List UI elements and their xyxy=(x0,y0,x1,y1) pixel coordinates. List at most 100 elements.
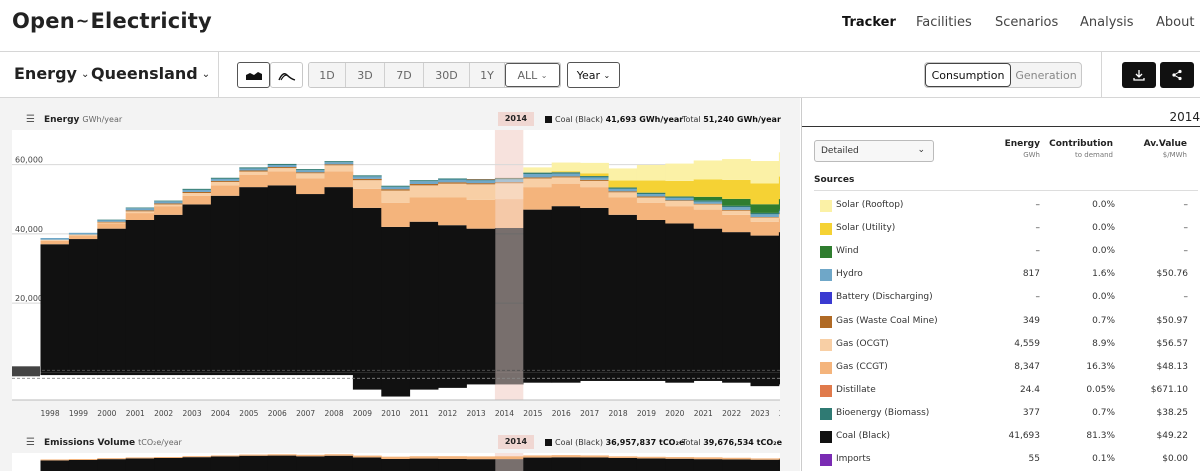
menu-icon[interactable]: ☰ xyxy=(26,114,35,125)
source-contribution: 1.6% xyxy=(1092,269,1115,280)
bar-segment xyxy=(778,176,780,200)
table-row[interactable]: Solar (Utility) – 0.0% – xyxy=(814,218,1190,241)
line-chart-toggle[interactable] xyxy=(270,62,303,88)
exports-bar xyxy=(125,372,155,376)
x-tick-label: 2019 xyxy=(637,409,656,418)
energy-chart[interactable]: 60,000 40,000 20,000 1998 1999 2000 2001 2002 20… xyxy=(12,130,780,426)
bar-segment xyxy=(381,190,411,203)
bar-segment xyxy=(438,456,467,459)
table-row[interactable]: Gas (CCGT) 8,347 16.3% $48.13 xyxy=(814,357,1190,380)
table-row[interactable]: Solar (Rooftop) – 0.0% – xyxy=(814,195,1190,218)
bar-segment xyxy=(778,458,780,460)
share-button[interactable] xyxy=(1160,62,1194,88)
range-3d[interactable]: 3D xyxy=(346,63,385,87)
region-selector[interactable]: Queensland ⌄ xyxy=(91,64,210,83)
mode-consumption[interactable]: Consumption xyxy=(925,63,1011,87)
bar-segment xyxy=(296,172,325,174)
bar-segment xyxy=(551,183,581,207)
bar-segment xyxy=(125,220,155,373)
source-color-swatch xyxy=(820,315,832,328)
source-energy: 8,347 xyxy=(1014,361,1040,372)
bar-segment xyxy=(722,205,751,208)
exports-bar xyxy=(466,372,496,385)
nav-link-facilities[interactable]: Facilities xyxy=(916,15,972,30)
bar-segment xyxy=(523,178,553,188)
table-row[interactable]: Coal (Black) 41,693 81.3% $49.22 xyxy=(814,426,1190,449)
x-tick-label: 2010 xyxy=(381,409,400,418)
range-30d[interactable]: 30D xyxy=(424,63,470,87)
table-row[interactable]: Imports 55 0.1% $0.00 xyxy=(814,449,1190,472)
range-7d[interactable]: 7D xyxy=(385,63,424,87)
table-row[interactable]: Gas (OCGT) 4,559 8.9% $56.57 xyxy=(814,334,1190,357)
bar-segment xyxy=(580,176,609,178)
dropdown-label: Detailed xyxy=(821,146,859,156)
y-tick-label: 20,000 xyxy=(15,294,43,303)
metric-selector[interactable]: Energy ⌄ xyxy=(14,64,89,83)
mode-generation[interactable]: Generation xyxy=(1015,68,1077,82)
range-1d[interactable]: 1D xyxy=(309,63,346,87)
energy-title-text: Energy xyxy=(44,115,80,125)
bar-segment xyxy=(466,459,496,471)
bar-segment xyxy=(722,198,751,206)
nav-link-tracker[interactable]: Tracker xyxy=(842,15,896,30)
bar-segment xyxy=(267,455,297,471)
menu-icon[interactable]: ☰ xyxy=(26,437,35,448)
bar-segment xyxy=(636,194,666,197)
divider xyxy=(1101,52,1102,98)
bar-segment xyxy=(750,217,780,222)
exports-bar xyxy=(182,372,212,376)
source-value: – xyxy=(1183,292,1189,303)
nav-link-scenarios[interactable]: Scenarios xyxy=(995,15,1059,30)
range-all[interactable]: ALL ⌄ xyxy=(505,63,560,87)
bar-segment xyxy=(778,152,780,177)
bar-segment xyxy=(97,220,127,222)
bar-segment xyxy=(551,172,581,174)
energy-unit: GWh/year xyxy=(82,115,123,124)
nav-link-analysis[interactable]: Analysis xyxy=(1080,15,1134,30)
bar-segment xyxy=(636,220,666,373)
bar-segment xyxy=(324,455,354,471)
area-chart-toggle[interactable] xyxy=(237,62,270,88)
source-value: $50.97 xyxy=(1156,315,1189,326)
col-value-label: Av.Value xyxy=(1143,139,1187,149)
bar-segment xyxy=(40,459,70,461)
exports-bar xyxy=(154,372,183,376)
emissions-hover-value: 36,957,837 tCO₂e xyxy=(605,438,685,447)
x-tick-label: 2011 xyxy=(410,409,429,418)
bar-segment xyxy=(352,455,382,458)
bar-segment xyxy=(494,227,524,373)
range-1y[interactable]: 1Y xyxy=(470,63,505,87)
exports-bar xyxy=(580,372,609,381)
source-value: $671.10 xyxy=(1150,384,1188,395)
logo[interactable]: Open~Electricity xyxy=(12,9,212,33)
detail-level-dropdown[interactable]: Detailed ⌄ xyxy=(814,140,934,162)
emissions-hover-label: Coal (Black) xyxy=(555,438,604,447)
metric-label: Energy xyxy=(14,64,77,83)
x-tick-label: 2018 xyxy=(609,409,628,418)
interval-selector[interactable]: Year ⌄ xyxy=(567,62,620,88)
emissions-chart[interactable] xyxy=(12,453,780,471)
table-row[interactable]: Hydro 817 1.6% $50.76 xyxy=(814,264,1190,287)
consumption-generation-toggle: Consumption Generation xyxy=(924,62,1082,88)
table-row[interactable]: Distillate 24.4 0.05% $671.10 xyxy=(814,380,1190,403)
nav-link-about[interactable]: About xyxy=(1156,15,1195,30)
bar-segment xyxy=(608,458,638,471)
bar-segment xyxy=(722,179,751,199)
source-name: Gas (CCGT) xyxy=(836,361,888,372)
range-all-label: ALL xyxy=(517,68,538,82)
bar-segment xyxy=(523,173,553,178)
x-tick-label: 2002 xyxy=(154,409,173,418)
table-row[interactable]: Battery (Discharging) – 0.0% – xyxy=(814,287,1190,310)
bar-segment xyxy=(154,458,183,471)
table-row[interactable]: Gas (Waste Coal Mine) 349 0.7% $50.97 xyxy=(814,311,1190,334)
exports-bar xyxy=(409,372,439,390)
bar-segment xyxy=(693,204,723,210)
bar-segment xyxy=(182,191,212,193)
table-row[interactable]: Bioenergy (Biomass) 377 0.7% $38.25 xyxy=(814,403,1190,426)
table-row[interactable]: Wind – 0.0% – xyxy=(814,241,1190,264)
bar-segment xyxy=(693,196,723,201)
source-contribution: 0.05% xyxy=(1086,384,1115,395)
download-button[interactable] xyxy=(1122,62,1156,88)
bar-segment xyxy=(438,182,467,184)
source-contribution: 0.1% xyxy=(1092,454,1115,465)
